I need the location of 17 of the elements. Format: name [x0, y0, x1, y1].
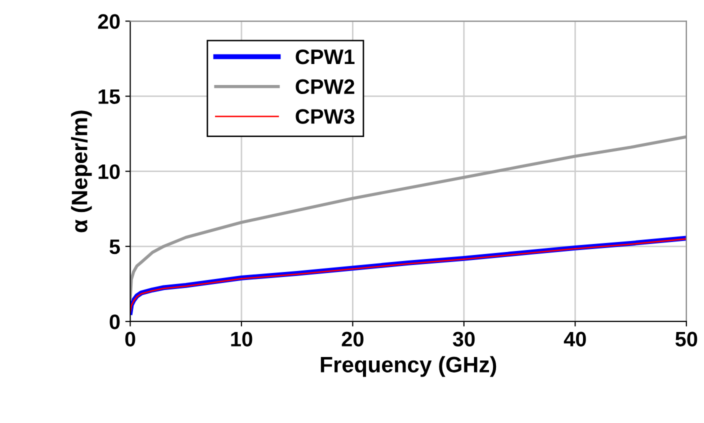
line-series — [130, 135, 686, 300]
y-axis-title: α (Neper/m) — [71, 110, 92, 232]
x-tick-label: 10 — [231, 332, 252, 347]
x-tick-label: 50 — [675, 332, 698, 347]
y-tick-label: 15 — [98, 89, 120, 104]
x-tick-label: 20 — [342, 332, 364, 347]
y-tick-label: 20 — [98, 14, 120, 29]
x-axis-title: Frequency (GHz) — [320, 356, 496, 377]
legend-label: CPW2 — [296, 79, 354, 94]
x-tick-label: 40 — [564, 332, 586, 347]
legend-label: CPW3 — [296, 109, 354, 124]
x-tick-label: 30 — [452, 332, 475, 347]
x-tick-label: 0 — [125, 332, 136, 347]
y-tick-label: 0 — [110, 314, 120, 330]
y-tick-label: 5 — [110, 240, 120, 254]
legend-label: CPW1 — [296, 49, 355, 64]
y-tick-label: 10 — [98, 164, 120, 180]
